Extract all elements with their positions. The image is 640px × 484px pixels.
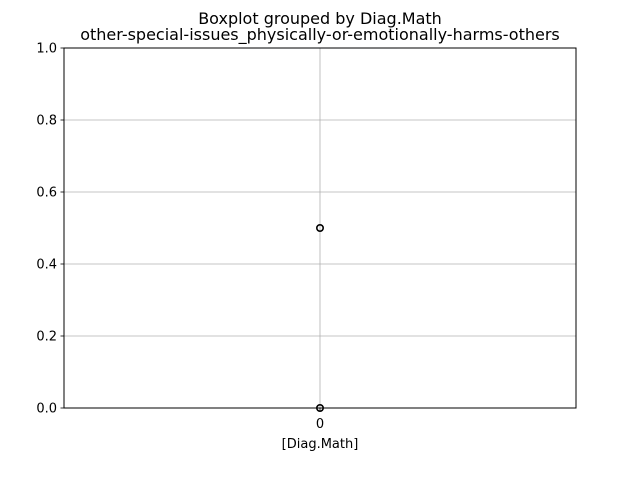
x-axis-label: [Diag.Math]	[282, 437, 359, 452]
y-tick-label: 0.8	[36, 114, 57, 129]
y-tick-label: 0.0	[36, 402, 57, 417]
y-tick-label: 1.0	[36, 42, 57, 57]
x-tick-label: 0	[316, 417, 324, 432]
grid-layer	[64, 48, 576, 408]
y-tick-label: 0.6	[36, 186, 57, 201]
tick-layer: 0.0 0.2 0.4 0.6 0.8 1.0 0	[36, 42, 324, 433]
y-tick-label: 0.4	[36, 258, 57, 273]
y-tick-label: 0.2	[36, 330, 57, 345]
chart-title: other-special-issues_physically-or-emoti…	[80, 25, 560, 45]
